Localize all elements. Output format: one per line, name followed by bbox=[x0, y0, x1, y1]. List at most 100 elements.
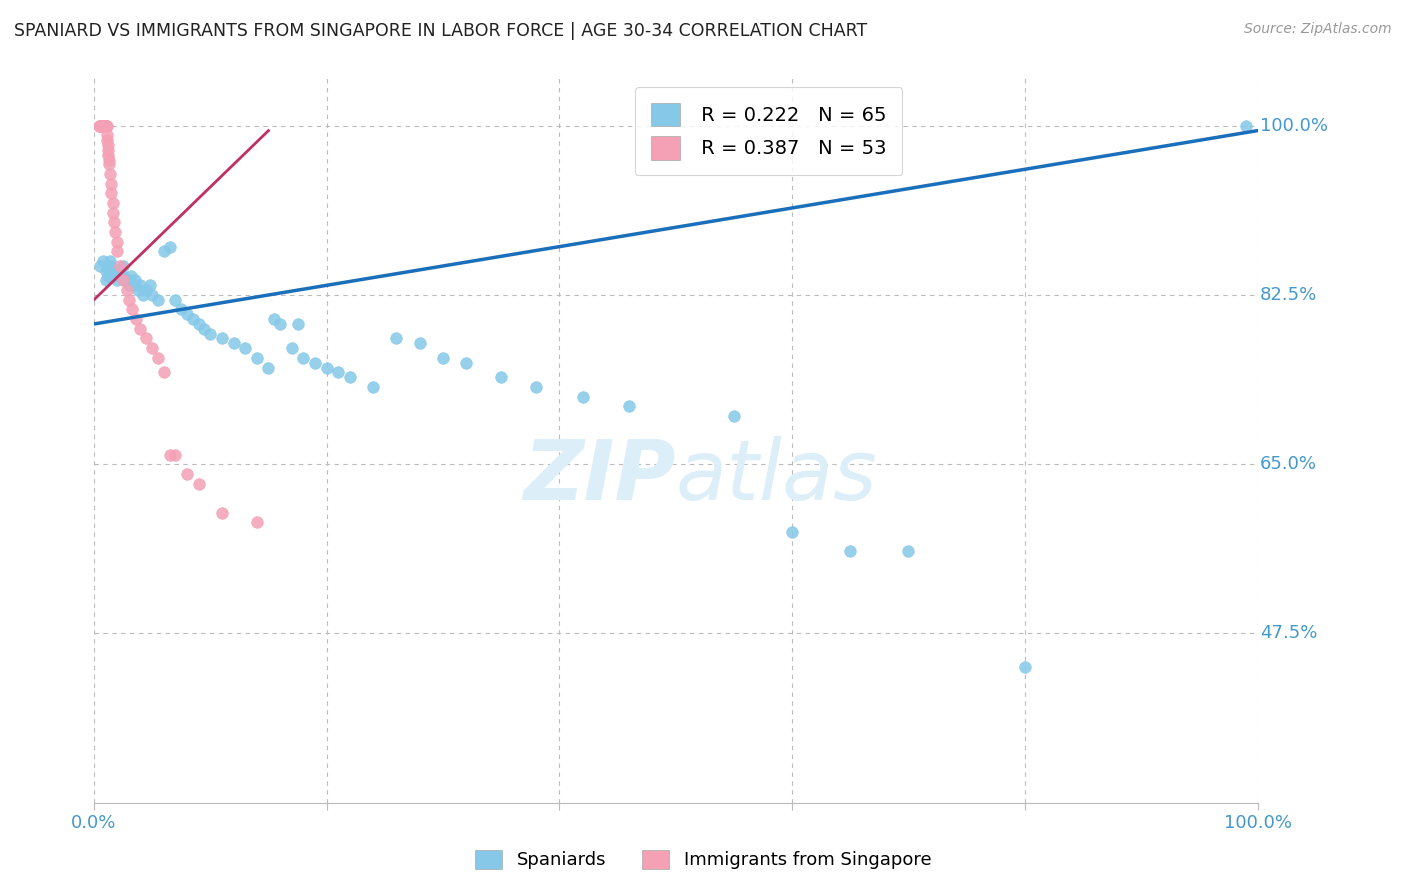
Point bbox=[233, 341, 256, 355]
Point bbox=[124, 273, 146, 287]
Point bbox=[118, 273, 141, 287]
Point bbox=[187, 317, 209, 331]
Point bbox=[108, 259, 131, 273]
Point bbox=[111, 273, 134, 287]
Point bbox=[105, 273, 128, 287]
Point bbox=[287, 317, 309, 331]
Point bbox=[187, 476, 209, 491]
Point bbox=[181, 312, 204, 326]
Point bbox=[105, 235, 128, 249]
Point bbox=[91, 119, 114, 133]
Text: atlas: atlas bbox=[676, 436, 877, 516]
Point bbox=[98, 167, 121, 181]
Point bbox=[129, 322, 152, 336]
Point bbox=[89, 119, 111, 133]
Point bbox=[93, 119, 115, 133]
Point bbox=[619, 399, 641, 413]
Point bbox=[100, 186, 122, 201]
Point bbox=[361, 380, 384, 394]
Point bbox=[98, 254, 121, 268]
Point bbox=[246, 515, 269, 529]
Point bbox=[263, 312, 285, 326]
Point bbox=[91, 119, 114, 133]
Point bbox=[339, 370, 361, 384]
Point bbox=[105, 244, 128, 259]
Point bbox=[135, 331, 157, 345]
Point bbox=[104, 225, 127, 239]
Point bbox=[89, 259, 111, 273]
Point bbox=[93, 119, 115, 133]
Point bbox=[104, 264, 127, 278]
Point bbox=[118, 278, 141, 293]
Legend: Spaniards, Immigrants from Singapore: Spaniards, Immigrants from Singapore bbox=[465, 841, 941, 879]
Point bbox=[127, 283, 149, 297]
Point bbox=[165, 293, 187, 307]
Point bbox=[111, 259, 134, 273]
Point bbox=[96, 128, 118, 143]
Point bbox=[897, 544, 920, 558]
Text: Source: ZipAtlas.com: Source: ZipAtlas.com bbox=[1244, 22, 1392, 37]
Point bbox=[489, 370, 512, 384]
Point bbox=[170, 302, 193, 317]
Point bbox=[90, 119, 112, 133]
Point bbox=[524, 380, 547, 394]
Point bbox=[211, 506, 233, 520]
Point bbox=[139, 278, 162, 293]
Point bbox=[100, 177, 122, 191]
Point bbox=[269, 317, 291, 331]
Point bbox=[135, 283, 157, 297]
Text: ZIP: ZIP bbox=[523, 436, 676, 516]
Point bbox=[91, 119, 114, 133]
Point bbox=[97, 268, 120, 283]
Point bbox=[125, 312, 148, 326]
Point bbox=[246, 351, 269, 365]
Point bbox=[1014, 660, 1036, 674]
Point bbox=[91, 254, 114, 268]
Point bbox=[101, 196, 124, 211]
Point bbox=[91, 119, 114, 133]
Point bbox=[315, 360, 337, 375]
Point bbox=[129, 278, 152, 293]
Point bbox=[94, 119, 117, 133]
Point bbox=[120, 268, 142, 283]
Point bbox=[87, 119, 110, 133]
Point bbox=[222, 336, 245, 351]
Point bbox=[159, 240, 181, 254]
Point bbox=[121, 302, 143, 317]
Point bbox=[94, 264, 117, 278]
Point bbox=[93, 119, 115, 133]
Point bbox=[385, 331, 408, 345]
Point bbox=[108, 268, 131, 283]
Point bbox=[152, 244, 174, 259]
Point bbox=[97, 148, 120, 162]
Point bbox=[193, 322, 215, 336]
Point bbox=[97, 143, 120, 157]
Point bbox=[101, 268, 124, 283]
Point bbox=[90, 119, 112, 133]
Point bbox=[292, 351, 315, 365]
Point bbox=[176, 467, 198, 481]
Legend:  R = 0.222   N = 65,  R = 0.387   N = 53: R = 0.222 N = 65, R = 0.387 N = 53 bbox=[636, 87, 903, 176]
Point bbox=[409, 336, 432, 351]
Text: 82.5%: 82.5% bbox=[1260, 286, 1317, 304]
Point bbox=[141, 341, 163, 355]
Point bbox=[114, 273, 136, 287]
Point bbox=[94, 119, 117, 133]
Point bbox=[98, 259, 121, 273]
Point bbox=[328, 365, 350, 379]
Point bbox=[91, 119, 114, 133]
Point bbox=[165, 448, 187, 462]
Point bbox=[89, 119, 111, 133]
Point bbox=[132, 288, 155, 302]
Text: SPANIARD VS IMMIGRANTS FROM SINGAPORE IN LABOR FORCE | AGE 30-34 CORRELATION CHA: SPANIARD VS IMMIGRANTS FROM SINGAPORE IN… bbox=[14, 22, 868, 40]
Point bbox=[94, 119, 117, 133]
Text: 47.5%: 47.5% bbox=[1260, 624, 1317, 642]
Point bbox=[98, 157, 121, 171]
Point bbox=[118, 293, 141, 307]
Text: 65.0%: 65.0% bbox=[1260, 455, 1317, 473]
Point bbox=[146, 351, 169, 365]
Point bbox=[304, 356, 326, 370]
Point bbox=[96, 119, 118, 133]
Point bbox=[456, 356, 478, 370]
Point bbox=[103, 215, 125, 229]
